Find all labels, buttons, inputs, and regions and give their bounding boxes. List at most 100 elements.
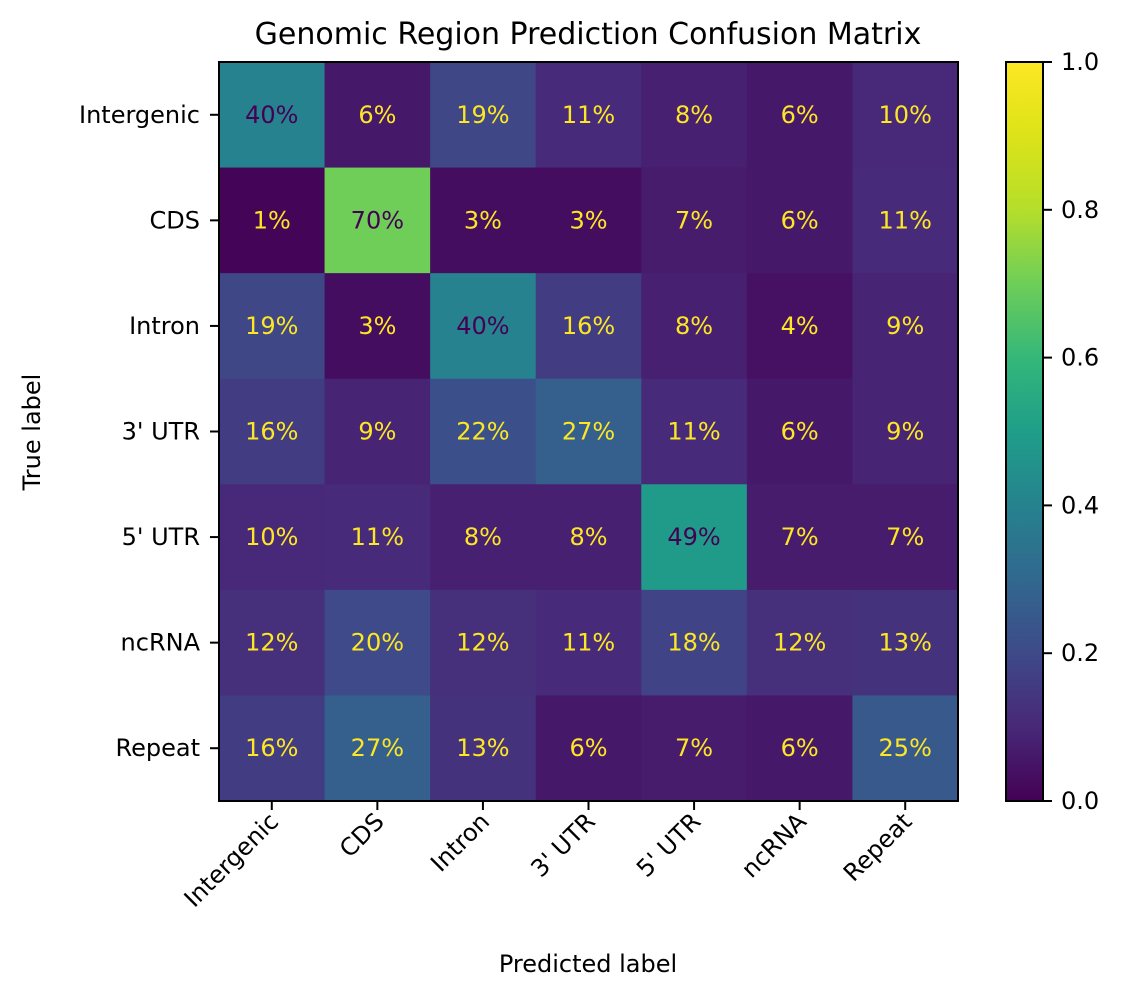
cell-1-4 xyxy=(641,167,748,274)
cell-label-5-4: 18% xyxy=(667,629,720,657)
cell-label-6-3: 6% xyxy=(569,734,607,762)
cell-label-6-1: 27% xyxy=(351,734,404,762)
cell-6-5 xyxy=(746,695,854,802)
cell-label-1-5: 6% xyxy=(781,206,819,234)
cell-label-1-6: 11% xyxy=(879,206,932,234)
cell-label-6-6: 25% xyxy=(879,734,932,762)
cell-label-4-4: 49% xyxy=(667,523,720,551)
x-tick-label-5: ncRNA xyxy=(736,807,812,883)
cell-label-4-3: 8% xyxy=(569,523,607,551)
cell-3-4 xyxy=(641,378,748,485)
cell-3-3 xyxy=(535,378,642,485)
cell-label-1-1: 70% xyxy=(351,206,404,234)
cell-5-4 xyxy=(641,589,748,697)
y-tick-label-5: ncRNA xyxy=(121,629,201,657)
cell-1-1 xyxy=(324,167,431,274)
heatmap-cell-labels: 40% 6% 19% 11% 8% 6% 10% 1% 70% 3% 3% 7% 6% 11% 19% 3% 4… xyxy=(245,101,932,762)
cell-6-0 xyxy=(219,695,326,802)
cell-label-4-5: 7% xyxy=(781,523,819,551)
cell-6-1 xyxy=(324,695,431,802)
cell-4-3 xyxy=(535,484,642,591)
colorbar-tick-label-3: 0.6 xyxy=(1061,344,1099,372)
cell-4-5 xyxy=(746,484,854,591)
cell-4-0 xyxy=(219,484,326,591)
cell-2-1 xyxy=(324,273,431,380)
cell-1-3 xyxy=(535,167,642,274)
cell-label-1-3: 3% xyxy=(569,206,607,234)
cell-2-5 xyxy=(746,273,854,380)
cell-label-0-5: 6% xyxy=(781,101,819,129)
cell-2-2 xyxy=(430,273,537,380)
cell-label-2-6: 9% xyxy=(886,312,924,340)
y-tick-label-0: Intergenic xyxy=(79,101,200,129)
cell-label-2-4: 8% xyxy=(675,312,713,340)
y-axis-ticks: Intergenic CDS Intron 3' UTR 5' UTR ncRNA Repe… xyxy=(79,101,219,762)
cell-6-3 xyxy=(535,695,642,802)
cell-1-5 xyxy=(746,167,854,274)
cell-label-0-4: 8% xyxy=(675,101,713,129)
cell-0-4 xyxy=(641,62,748,169)
cell-1-6 xyxy=(852,167,959,274)
cell-3-1 xyxy=(324,378,431,485)
cell-label-6-2: 13% xyxy=(456,734,509,762)
y-tick-label-6: Repeat xyxy=(116,734,200,762)
x-tick-label-1: CDS xyxy=(334,807,389,862)
cell-label-5-5: 12% xyxy=(773,629,826,657)
cell-label-3-0: 16% xyxy=(245,418,298,446)
x-axis-ticks: Intergenic CDS Intron 3' UTR 5' UTR ncRNA Repe… xyxy=(179,801,918,913)
cell-label-5-1: 20% xyxy=(351,629,404,657)
x-tick-label-2: Intron xyxy=(425,807,495,877)
y-tick-label-3: 3' UTR xyxy=(122,418,200,446)
cell-2-3 xyxy=(535,273,642,380)
cell-label-6-0: 16% xyxy=(245,734,298,762)
cell-2-6 xyxy=(852,273,959,380)
cell-5-3 xyxy=(535,589,642,697)
cell-6-4 xyxy=(641,695,748,802)
cell-0-0 xyxy=(219,62,326,169)
cell-label-3-3: 27% xyxy=(562,418,615,446)
cell-label-5-0: 12% xyxy=(245,629,298,657)
cell-label-2-0: 19% xyxy=(245,312,298,340)
cell-label-1-0: 1% xyxy=(253,206,291,234)
cell-label-4-1: 11% xyxy=(351,523,404,551)
cell-label-1-2: 3% xyxy=(464,206,502,234)
cell-label-3-6: 9% xyxy=(886,418,924,446)
cell-label-4-0: 10% xyxy=(245,523,298,551)
cell-label-0-3: 11% xyxy=(562,101,615,129)
cell-label-3-2: 22% xyxy=(456,418,509,446)
x-tick-label-0: Intergenic xyxy=(179,807,284,912)
colorbar-tick-label-5: 1.0 xyxy=(1061,48,1099,76)
cell-4-6 xyxy=(852,484,959,591)
cell-label-5-3: 11% xyxy=(562,629,615,657)
cell-label-0-0: 40% xyxy=(245,101,298,129)
y-tick-label-1: CDS xyxy=(150,206,200,234)
cell-label-3-5: 6% xyxy=(781,418,819,446)
cell-5-6 xyxy=(852,589,959,697)
cell-2-4 xyxy=(641,273,748,380)
cell-label-2-2: 40% xyxy=(456,312,509,340)
cell-label-4-2: 8% xyxy=(464,523,502,551)
cell-5-1 xyxy=(324,589,431,697)
colorbar-tick-label-4: 0.8 xyxy=(1061,196,1099,224)
cell-0-6 xyxy=(852,62,959,169)
y-tick-label-4: 5' UTR xyxy=(122,523,200,551)
x-tick-label-4: 5' UTR xyxy=(631,807,706,882)
cell-label-2-1: 3% xyxy=(358,312,396,340)
colorbar-tick-label-2: 0.4 xyxy=(1061,491,1099,519)
colorbar-ticks: 0.0 0.2 0.4 0.6 0.8 1.0 xyxy=(1043,48,1099,815)
cell-label-4-6: 7% xyxy=(886,523,924,551)
y-axis-label: True label xyxy=(18,374,46,492)
cell-label-6-5: 6% xyxy=(781,734,819,762)
cell-4-2 xyxy=(430,484,537,591)
cell-label-5-2: 12% xyxy=(456,629,509,657)
cell-label-2-3: 16% xyxy=(562,312,615,340)
cell-2-0 xyxy=(219,273,326,380)
cell-1-2 xyxy=(430,167,537,274)
y-tick-label-2: Intron xyxy=(129,312,200,340)
cell-6-6 xyxy=(852,695,959,802)
x-tick-label-6: Repeat xyxy=(838,807,918,887)
colorbar xyxy=(1005,61,1044,802)
heatmap-cells xyxy=(219,62,959,802)
cell-5-0 xyxy=(219,589,326,697)
